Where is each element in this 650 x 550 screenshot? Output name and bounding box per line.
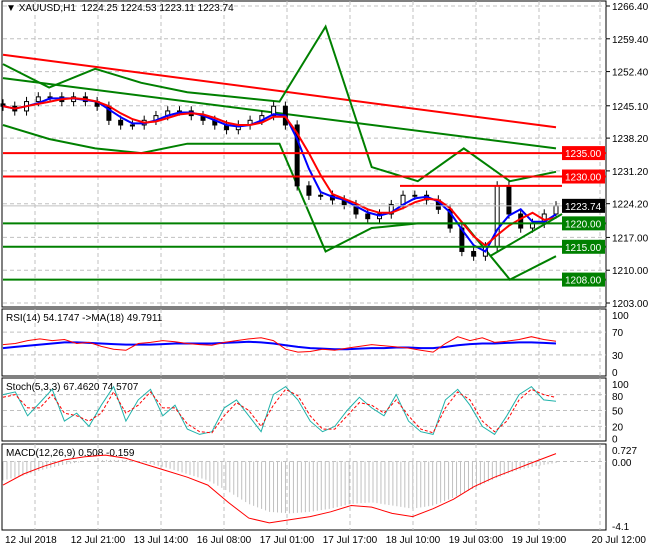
candle-body — [553, 205, 559, 215]
time-tick-label: 12 Jul 21:00 — [71, 535, 126, 546]
indicator-title: Stoch(5,3,3) 67.4620 74.5707 — [6, 382, 139, 393]
price-tick-label: 1238.20 — [612, 134, 649, 145]
candle-body — [35, 96, 41, 103]
panel-frame-3 — [1, 443, 607, 531]
symbol-label: XAUUSD,H1 — [18, 3, 76, 14]
macd-line — [2, 453, 557, 524]
level-label-bg — [562, 216, 605, 231]
level-label-bg — [562, 169, 605, 184]
price-tick-label: 1217.00 — [612, 233, 649, 244]
indicator-tick-label: 0 — [612, 368, 618, 379]
indicator-tick-label: 20 — [612, 422, 624, 433]
triangle-down-icon[interactable]: ▼ — [6, 3, 16, 14]
price-tick-label: 1210.00 — [612, 266, 649, 277]
chart-header: ▼ XAUUSD,H1 1224.25 1224.53 1223.11 1223… — [6, 3, 234, 14]
indicator-tick-label: 30 — [612, 351, 624, 362]
price-tick-label: 1224.20 — [612, 200, 649, 211]
time-tick-label: 20 Jul 12:00 — [592, 535, 647, 546]
indicator-tick-label: 0.727 — [612, 446, 637, 457]
indicator-tick-label: 70 — [612, 328, 624, 339]
panel-frame-2 — [1, 377, 607, 442]
candle-body — [471, 250, 477, 257]
price-tick-label: 1259.40 — [612, 35, 649, 46]
indicator-tick-label: 50 — [612, 407, 624, 418]
price-tick-label: 1245.10 — [612, 102, 649, 113]
current-price-bg — [562, 198, 605, 213]
ma-fast-blue — [2, 97, 557, 253]
panel-frame-1 — [1, 308, 607, 377]
price-tick-label: 1266.40 — [612, 2, 649, 13]
candle-body — [365, 213, 371, 220]
candle-body — [353, 204, 359, 215]
candle-body — [412, 194, 418, 197]
candle-body — [518, 213, 524, 229]
time-tick-label: 17 Jul 17:00 — [323, 535, 378, 546]
indicator-tick-label: 80 — [612, 392, 624, 403]
indicator-tick-label: -4.1 — [612, 522, 630, 533]
stoch-main-line — [2, 385, 557, 436]
ma-mid-line — [2, 77, 557, 150]
price-tick-label: 1231.20 — [612, 167, 649, 178]
indicator-title: RSI(14) 54.1747 ->MA(18) 49.7911 — [6, 313, 163, 324]
level-label-bg — [562, 146, 605, 161]
time-tick-label: 18 Jul 10:00 — [386, 535, 441, 546]
indicator-tick-label: 100 — [612, 380, 629, 391]
time-tick-label: 19 Jul 19:00 — [512, 535, 567, 546]
time-tick-label: 19 Jul 03:00 — [449, 535, 504, 546]
candle-body — [294, 124, 300, 187]
level-label: 1220.00 — [565, 219, 602, 230]
ohlc-values: 1224.25 1224.53 1223.11 1223.74 — [81, 3, 234, 14]
candle-body — [506, 185, 512, 215]
time-tick-label: 16 Jul 08:00 — [197, 535, 252, 546]
candle-body — [306, 185, 312, 196]
time-tick-label: 13 Jul 14:00 — [134, 535, 189, 546]
ma-fast-red — [2, 97, 557, 247]
level-label: 1230.00 — [565, 173, 602, 184]
indicator-title: MACD(12,26,9) 0.508 -0.159 — [6, 448, 135, 459]
candle-body — [129, 124, 135, 127]
time-tick-label: 17 Jul 01:00 — [260, 535, 315, 546]
rsi-line — [2, 336, 557, 353]
indicator-tick-label: 0 — [612, 434, 618, 445]
candle-body — [118, 119, 124, 126]
candle-body — [318, 194, 324, 197]
time-tick-label: 12 Jul 2018 — [5, 535, 57, 546]
level-label-bg — [562, 272, 605, 287]
price-tick-label: 1203.00 — [612, 299, 649, 310]
level-label: 1215.00 — [565, 243, 602, 254]
support-trendline — [489, 213, 563, 258]
level-label-bg — [562, 239, 605, 254]
level-label: 1208.00 — [565, 276, 602, 287]
indicator-tick-label: 0.00 — [612, 458, 632, 469]
current-price-label: 1223.74 — [565, 202, 602, 213]
bollinger-upper — [2, 24, 557, 183]
candle-body — [388, 204, 394, 215]
stoch-signal-line — [2, 388, 557, 434]
indicator-tick-label: 100 — [612, 311, 629, 322]
price-tick-label: 1252.40 — [612, 68, 649, 79]
ma-long-line — [2, 53, 557, 129]
level-label: 1235.00 — [565, 149, 602, 160]
candle-body — [271, 105, 277, 117]
